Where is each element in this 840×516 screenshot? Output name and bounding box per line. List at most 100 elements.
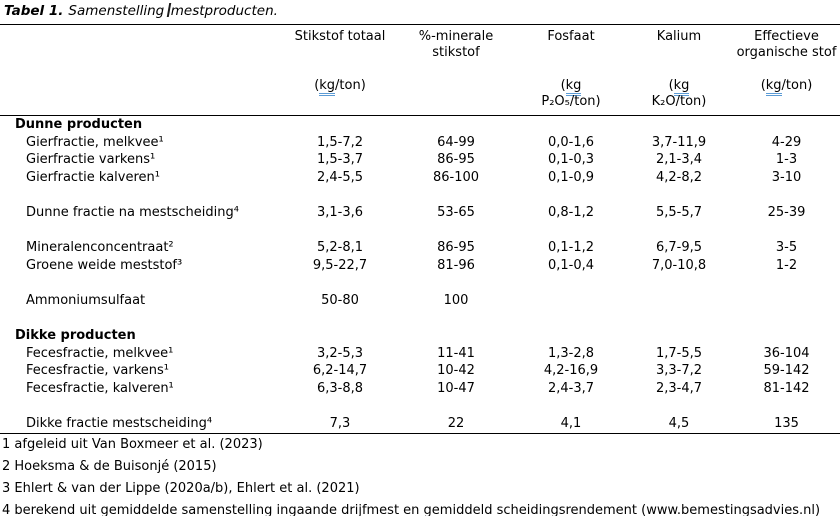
table-row: Ammoniumsulfaat 50-80 100: [0, 292, 840, 310]
grammar-underline: kg: [765, 78, 782, 96]
spacer-row: [0, 274, 840, 292]
column-header-stikstof-totaal: Stikstof totaal (kg/ton): [285, 24, 395, 116]
cell-value: 3,3-7,2: [655, 363, 703, 379]
cell-value: [625, 116, 733, 134]
column-unit: (kg P₂O₅/ton): [541, 78, 601, 110]
cell-value: [285, 116, 395, 134]
cell-value: [395, 327, 517, 345]
cell-value: 9,5-22,7: [312, 257, 368, 273]
cell-value: 4,1: [517, 415, 625, 434]
footnote-4: 4 berekend uit gemiddelde samenstelling …: [2, 502, 821, 516]
caption-text-1: Samenstelling: [68, 3, 165, 19]
cell-value: 3-10: [771, 169, 802, 185]
table-header: Stikstof totaal (kg/ton) %-minerale stik…: [0, 24, 840, 116]
spacer-row: [0, 310, 840, 328]
footnotes: 1 afgeleid uit Van Boxmeer et al. (2023)…: [0, 434, 840, 516]
row-label: Dikke producten: [15, 328, 136, 344]
cell-value: 1,5-7,2: [316, 134, 364, 150]
row-label: Dunne fractie na mestscheiding⁴: [26, 204, 239, 220]
cell-value: 81-142: [763, 380, 810, 396]
cell-value: 3,1-3,6: [316, 204, 364, 220]
spacer-cell: [0, 222, 840, 240]
row-label: Fecesfractie, kalveren¹: [26, 380, 174, 396]
table-row: Fecesfractie, kalveren¹ 6,3-8,8 10-47 2,4-3…: [0, 380, 840, 398]
cell-value: [517, 327, 625, 345]
grammar-underline: kg: [319, 78, 336, 96]
row-label: Ammoniumsulfaat: [26, 292, 146, 308]
row-label: Fecesfractie, melkvee¹: [26, 345, 174, 361]
cell-value: 25-39: [767, 204, 806, 220]
cell-value: [395, 116, 517, 134]
cell-value: 81-96: [437, 257, 475, 273]
cell-value: 6,3-8,8: [316, 380, 364, 396]
table-row: Dikke fractie mestscheiding⁴ 7,3 22 4,1 4,5 1…: [0, 415, 840, 434]
row-label: Mineralenconcentraat²: [26, 240, 174, 256]
cell-value: 50-80: [321, 292, 359, 308]
column-header-fosfaat: Fosfaat (kg P₂O₅/ton): [517, 24, 625, 116]
cell-value: 5,5-5,7: [655, 204, 703, 220]
cell-value: 1-2: [775, 257, 798, 273]
spacer-cell: [0, 310, 840, 328]
grammar-underline: kg: [565, 78, 582, 96]
cell-value: 2,4-3,7: [547, 380, 595, 396]
cell-value: 59-142: [763, 363, 810, 379]
cell-value: 86-95: [437, 240, 475, 256]
cell-value: 6,7-9,5: [655, 240, 703, 256]
cell-value: 86-100: [432, 169, 480, 185]
cell-value: 11-41: [437, 345, 475, 361]
cell-value: [733, 292, 840, 310]
column-header-minerale-stikstof: %-minerale stikstof: [395, 24, 517, 116]
section-row: Dikke producten: [0, 327, 840, 345]
spacer-cell: [0, 398, 840, 416]
cell-value: 2,1-3,4: [655, 152, 703, 168]
cell-value: [625, 327, 733, 345]
cell-value: [517, 116, 625, 134]
cell-value: [733, 116, 840, 134]
cell-value: 1,5-3,7: [316, 152, 364, 168]
cell-value: 10-47: [437, 380, 475, 396]
spacer-row: [0, 222, 840, 240]
cell-value: [625, 292, 733, 310]
spacer-row: [0, 186, 840, 204]
cell-value: 0,8-1,2: [547, 204, 595, 220]
table-row: Groene weide meststof³ 9,5-22,7 81-96 0,1-0…: [0, 257, 840, 275]
cell-value: 7,0-10,8: [651, 257, 707, 273]
cell-value: 4,2-16,9: [543, 363, 599, 379]
cell-value: 0,1-0,3: [547, 152, 595, 168]
cell-value: 2,3-4,7: [655, 380, 703, 396]
cell-value: 0,0-1,6: [547, 134, 595, 150]
cell-value: [517, 292, 625, 310]
cell-value: 6,2-14,7: [312, 363, 368, 379]
row-label: Groene weide meststof³: [26, 257, 183, 273]
cell-value: 100: [443, 292, 469, 308]
cell-value: 4,5: [625, 415, 733, 434]
cell-value: 1-3: [775, 152, 798, 168]
row-label: Gierfractie varkens¹: [26, 152, 156, 168]
cell-value: 10-42: [437, 363, 475, 379]
cell-value: 36-104: [763, 345, 810, 361]
cell-value: 1,7-5,5: [655, 345, 703, 361]
table-row: Fecesfractie, varkens¹ 6,2-14,7 10-42 4,2-1…: [0, 362, 840, 380]
cell-value: 4,2-8,2: [655, 169, 703, 185]
column-unit: (kg/ton): [287, 78, 393, 96]
cell-value: [733, 327, 840, 345]
caption-text-2: mestproducten.: [170, 3, 278, 19]
header-row: Stikstof totaal (kg/ton) %-minerale stik…: [0, 24, 840, 116]
footnote-3: 3 Ehlert & van der Lippe (2020a/b), Ehle…: [2, 480, 360, 496]
cell-value: 0,1-1,2: [547, 240, 595, 256]
column-header-effectieve-organische-stof: Effectieve organische stof (kg/ton): [733, 24, 840, 116]
cell-value: 53-65: [437, 204, 475, 220]
column-unit: (kg/ton): [735, 78, 838, 96]
cell-value: 3,2-5,3: [316, 345, 364, 361]
table-caption: Tabel 1. Samenstelling mestproducten.: [0, 0, 840, 24]
column-header-products: [0, 24, 285, 116]
footnote-2: 2 Hoeksma & de Buisonjé (2015): [2, 458, 217, 474]
cell-value: 1,3-2,8: [547, 345, 595, 361]
cell-value: 4-29: [771, 134, 802, 150]
cell-value: 135: [733, 415, 840, 434]
section-row: Dunne producten: [0, 116, 840, 134]
row-label: Dunne producten: [15, 117, 143, 132]
cell-value: 86-95: [437, 152, 475, 168]
column-header-kalium: Kalium (kg K₂O/ton): [625, 24, 733, 116]
